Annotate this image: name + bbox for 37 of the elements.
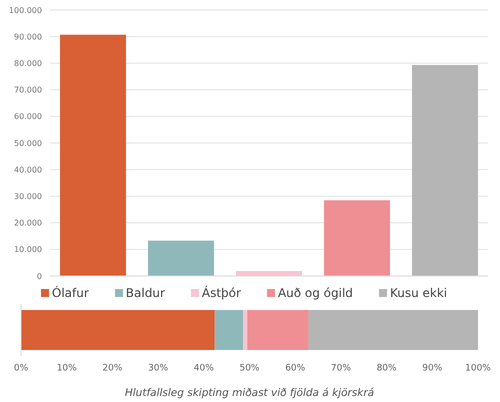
x-tick-label: 100% bbox=[465, 363, 492, 374]
legend-label: Baldur bbox=[126, 286, 165, 300]
bar bbox=[324, 200, 390, 276]
legend-label: Ástþór bbox=[202, 286, 241, 300]
x-axis-title: Hlutfallsleg skipting miðast við fjölda á kjörskrá bbox=[124, 387, 374, 399]
bar bbox=[21, 310, 215, 350]
bar bbox=[308, 310, 478, 350]
legend-label: Kusu ekki bbox=[390, 286, 448, 300]
bar bbox=[247, 310, 308, 350]
legend-label: Ólafur bbox=[52, 286, 89, 300]
y-tick-label: 50.000 bbox=[14, 138, 42, 148]
y-tick-label: 70.000 bbox=[14, 86, 42, 95]
y-tick-label: 60.000 bbox=[14, 112, 42, 122]
y-tick-label: 100.000 bbox=[8, 6, 42, 15]
x-tick-label: 60% bbox=[285, 363, 306, 374]
y-tick-label: 20.000 bbox=[14, 218, 42, 228]
bar bbox=[412, 65, 478, 276]
bar bbox=[148, 240, 214, 276]
bar bbox=[60, 34, 126, 276]
y-tick-label: 80.000 bbox=[14, 59, 42, 68]
x-tick-label: 70% bbox=[330, 363, 352, 374]
bar bbox=[214, 310, 244, 350]
x-tick-label: 80% bbox=[376, 363, 398, 374]
y-tick-label: 10.000 bbox=[14, 245, 42, 254]
x-tick-label: 50% bbox=[239, 363, 260, 374]
y-tick-label: 30.000 bbox=[14, 192, 42, 202]
x-tick-label: 40% bbox=[194, 363, 214, 374]
x-tick-label: 20% bbox=[102, 363, 123, 374]
x-tick-label: 30% bbox=[148, 363, 169, 374]
legend-label: Auð og ógild bbox=[278, 286, 353, 300]
y-tick-label: 40.000 bbox=[14, 165, 42, 174]
x-tick-label: 90% bbox=[422, 363, 443, 374]
bar bbox=[243, 310, 248, 350]
x-tick-label: 0% bbox=[14, 363, 29, 374]
y-tick-label: 0 bbox=[36, 272, 42, 281]
y-tick-label: 90.000 bbox=[14, 32, 42, 42]
x-tick-label: 10% bbox=[56, 363, 78, 374]
